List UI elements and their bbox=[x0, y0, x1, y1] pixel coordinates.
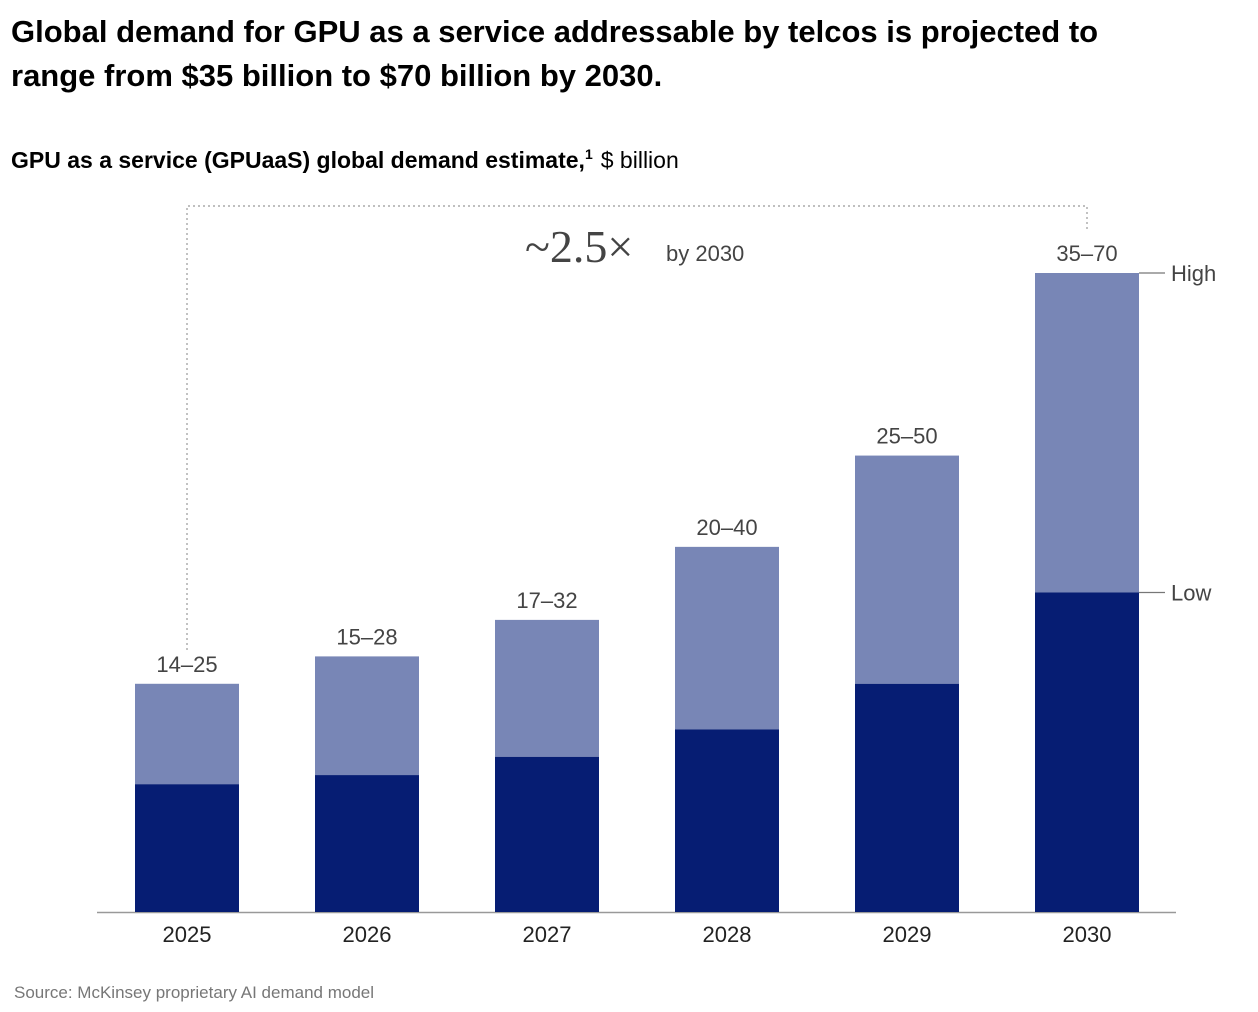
range-label: 14–25 bbox=[156, 652, 217, 677]
x-tick-label: 2028 bbox=[703, 922, 752, 947]
bar-low bbox=[495, 756, 599, 912]
bar-high bbox=[495, 619, 599, 757]
range-label: 35–70 bbox=[1056, 241, 1117, 266]
bar-low bbox=[135, 784, 239, 912]
range-label: 17–32 bbox=[516, 588, 577, 613]
bar-high bbox=[675, 546, 779, 730]
chart-title: Global demand for GPU as a service addre… bbox=[11, 14, 1098, 93]
bar-low bbox=[675, 729, 779, 912]
annotation-note: by 2030 bbox=[666, 241, 744, 266]
x-tick-label: 2029 bbox=[883, 922, 932, 947]
bar-high bbox=[855, 455, 959, 684]
range-label: 20–40 bbox=[696, 515, 757, 540]
bar-high bbox=[1035, 273, 1139, 593]
bar-high bbox=[135, 683, 239, 785]
chart-subtitle: GPU as a service (GPUaaS) global demand … bbox=[11, 146, 679, 173]
bar-high bbox=[315, 656, 419, 776]
range-label: 25–50 bbox=[876, 424, 937, 449]
bar-low bbox=[855, 683, 959, 912]
range-label: 15–28 bbox=[336, 624, 397, 649]
annotation: ~2.5× bbox=[525, 221, 633, 272]
x-tick-label: 2030 bbox=[1063, 922, 1112, 947]
x-tick-label: 2025 bbox=[163, 922, 212, 947]
bar-low bbox=[1035, 592, 1139, 912]
source: Source: McKinsey proprietary AI demand m… bbox=[14, 983, 374, 1002]
footnote: 1 bbox=[585, 146, 593, 162]
bar-low bbox=[315, 775, 419, 912]
legend-label: High bbox=[1171, 261, 1216, 286]
x-tick-label: 2026 bbox=[343, 922, 392, 947]
subtitle: GPU as a service (GPUaaS) global demand … bbox=[11, 147, 585, 173]
unit: $ billion bbox=[601, 147, 679, 173]
x-tick-label: 2027 bbox=[523, 922, 572, 947]
bracket bbox=[186, 205, 1088, 650]
legend-label: Low bbox=[1171, 581, 1211, 606]
